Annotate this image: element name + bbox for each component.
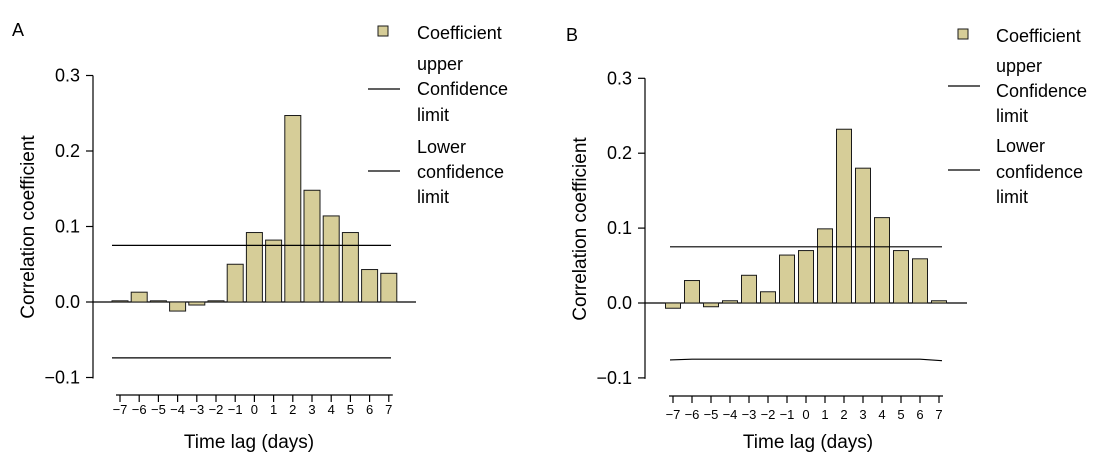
legend: Coefficient upper Confidence limit Lower conf… <box>368 23 508 207</box>
y-tick-label: −0.1 <box>596 368 632 388</box>
bar-lag-minus7 <box>665 302 681 309</box>
x-axis-title: Time lag (days) <box>743 432 873 453</box>
y-tick-label: 0.3 <box>607 68 632 88</box>
legend-label: confidence <box>417 162 504 182</box>
x-tick-label: 4 <box>878 407 885 422</box>
bar-lag-minus3 <box>741 274 757 304</box>
bar-lag-5 <box>341 232 359 303</box>
legend-label: limit <box>417 187 449 207</box>
bar-lag-0 <box>798 250 814 304</box>
lower-confidence-line <box>669 358 943 362</box>
x-tick-label: 1 <box>821 407 828 422</box>
y-tick-label: −0.1 <box>44 368 80 388</box>
x-tick-label: 2 <box>840 407 847 422</box>
bar-lag-2 <box>284 115 302 303</box>
bar-lag-minus1 <box>779 254 795 304</box>
bar-lag-3 <box>855 167 871 304</box>
bar-lag-minus1 <box>226 263 244 303</box>
bar-lag-minus4 <box>722 300 738 304</box>
legend-label: Coefficient <box>417 23 502 43</box>
x-tick-label: 0 <box>802 407 809 422</box>
bar-lag-minus5 <box>149 300 167 303</box>
x-tick-label: −7 <box>666 407 681 422</box>
x-tick-label: −3 <box>742 407 757 422</box>
bar-lag-minus4 <box>169 301 187 312</box>
x-tick-label: −4 <box>170 402 185 417</box>
y-tick-label: 0.0 <box>607 293 632 313</box>
y-tick-label: 0.0 <box>55 292 80 312</box>
bar-lag-minus3 <box>188 301 206 306</box>
panel-label: A <box>12 20 24 40</box>
x-tick-label: −5 <box>704 407 719 422</box>
bar-lag-7 <box>931 300 947 304</box>
x-tick-label: 3 <box>308 402 315 417</box>
y-tick-label: 0.1 <box>607 218 632 238</box>
x-tick-label: −1 <box>780 407 795 422</box>
y-axis-title: Correlation coefficient <box>18 135 39 319</box>
legend-swatch-coefficient <box>377 25 389 37</box>
bar-lag-1 <box>265 239 283 303</box>
legend-label: Lower <box>417 137 466 157</box>
x-tick-label: 4 <box>328 402 335 417</box>
bar-lag-7 <box>380 272 398 303</box>
bar-lag-1 <box>817 228 833 304</box>
panel-label: B <box>566 25 578 45</box>
legend-label: Confidence <box>996 81 1087 101</box>
x-tick-label: −2 <box>209 402 224 417</box>
y-tick-label: 0.3 <box>55 66 80 86</box>
legend-label: upper <box>417 54 463 74</box>
y-axis-title: Correlation coefficient <box>570 137 591 321</box>
chart-panel-B: B 0.3 0.2 0.1 0.0 −0.1 Correlation coefficient… <box>566 25 1087 453</box>
y-tick-label: 0.2 <box>607 143 632 163</box>
legend: Coefficient upper Confidence limit Lower conf… <box>948 26 1087 207</box>
x-axis-title: Time lag (days) <box>184 432 314 453</box>
x-tick-label: 7 <box>935 407 942 422</box>
bar-lag-4 <box>874 217 890 304</box>
legend-label: upper <box>996 56 1042 76</box>
x-tick-label: 0 <box>251 402 258 417</box>
bar-lag-0 <box>245 232 263 303</box>
bar-lag-5 <box>893 250 909 304</box>
legend-swatch-coefficient <box>957 28 969 40</box>
x-tick-label: −3 <box>189 402 204 417</box>
x-tick-label: 7 <box>385 402 392 417</box>
legend-label: confidence <box>996 162 1083 182</box>
bar-lag-minus2 <box>760 291 776 304</box>
y-tick-label: 0.2 <box>55 141 80 161</box>
x-tick-label: 5 <box>347 402 354 417</box>
x-tick-label: −6 <box>132 402 147 417</box>
bar-lag-minus6 <box>130 291 148 303</box>
legend-label: Lower <box>996 136 1045 156</box>
x-tick-label: −5 <box>151 402 166 417</box>
bar-lag-minus7 <box>111 300 129 303</box>
bar-lag-4 <box>322 215 340 303</box>
x-tick-label: −6 <box>685 407 700 422</box>
bar-lag-2 <box>836 128 852 304</box>
x-tick-label: 2 <box>289 402 296 417</box>
x-tick-label: 6 <box>916 407 923 422</box>
legend-label: Coefficient <box>996 26 1081 46</box>
x-tick-label: 6 <box>366 402 373 417</box>
x-tick-label: 1 <box>270 402 277 417</box>
chart-panel-A: A 0.3 0.2 0.1 0.0 −0.1 Correlation coefficient… <box>12 20 508 453</box>
legend-label: limit <box>417 105 449 125</box>
x-tick-label: −1 <box>228 402 243 417</box>
x-tick-label: −4 <box>723 407 738 422</box>
bar-lag-minus2 <box>207 300 225 303</box>
x-tick-label: 5 <box>897 407 904 422</box>
legend-label: limit <box>996 187 1028 207</box>
bar-lag-6 <box>912 258 928 304</box>
x-tick-label: −2 <box>761 407 776 422</box>
bar-lag-3 <box>303 189 321 303</box>
x-tick-label: −7 <box>113 402 128 417</box>
bar-lag-6 <box>361 269 379 303</box>
legend-label: limit <box>996 106 1028 126</box>
bar-lag-minus5 <box>703 302 719 308</box>
bar-lag-minus6 <box>684 280 700 304</box>
legend-label: Confidence <box>417 79 508 99</box>
x-tick-label: 3 <box>859 407 866 422</box>
y-tick-label: 0.1 <box>55 217 80 237</box>
